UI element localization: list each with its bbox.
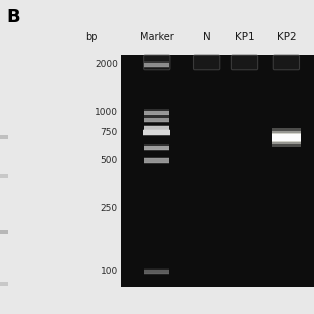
Text: bp: bp bbox=[85, 32, 97, 42]
Text: 750: 750 bbox=[100, 128, 118, 137]
Bar bbox=[121, 55, 314, 287]
Bar bbox=[143, 130, 170, 134]
Bar bbox=[144, 129, 169, 132]
Text: 500: 500 bbox=[100, 156, 118, 165]
Bar bbox=[0, 174, 8, 178]
Bar bbox=[272, 134, 301, 141]
Bar bbox=[144, 268, 169, 270]
Text: 2000: 2000 bbox=[95, 60, 118, 69]
FancyBboxPatch shape bbox=[193, 55, 220, 70]
Bar bbox=[144, 61, 169, 63]
Bar bbox=[144, 121, 169, 123]
Text: 100: 100 bbox=[100, 268, 118, 276]
Bar bbox=[272, 128, 301, 147]
Bar bbox=[144, 157, 169, 159]
Bar bbox=[272, 133, 301, 142]
Bar bbox=[144, 125, 169, 127]
Bar bbox=[144, 109, 169, 111]
Bar bbox=[143, 134, 170, 136]
Bar bbox=[144, 116, 169, 118]
FancyBboxPatch shape bbox=[231, 55, 257, 70]
Text: 250: 250 bbox=[100, 204, 118, 213]
Text: N: N bbox=[203, 32, 210, 42]
Text: KP2: KP2 bbox=[277, 32, 296, 42]
Bar bbox=[0, 282, 8, 286]
Bar bbox=[144, 159, 169, 163]
Bar bbox=[144, 111, 169, 115]
Bar bbox=[143, 129, 170, 131]
Bar bbox=[144, 114, 169, 116]
Bar bbox=[144, 162, 169, 164]
Bar bbox=[144, 66, 169, 68]
Bar bbox=[0, 135, 8, 139]
FancyBboxPatch shape bbox=[144, 55, 170, 70]
Text: Marker: Marker bbox=[140, 32, 174, 42]
Bar bbox=[144, 270, 169, 274]
Text: B: B bbox=[6, 8, 20, 26]
Bar bbox=[144, 118, 169, 122]
Bar bbox=[144, 149, 169, 151]
Bar bbox=[0, 230, 8, 234]
Text: 1000: 1000 bbox=[95, 108, 118, 117]
FancyBboxPatch shape bbox=[273, 55, 300, 70]
Bar bbox=[144, 126, 169, 130]
Bar bbox=[144, 146, 169, 150]
Bar bbox=[144, 62, 169, 67]
Text: KP1: KP1 bbox=[235, 32, 254, 42]
Bar bbox=[144, 144, 169, 147]
Bar bbox=[272, 131, 301, 144]
Bar bbox=[144, 273, 169, 275]
